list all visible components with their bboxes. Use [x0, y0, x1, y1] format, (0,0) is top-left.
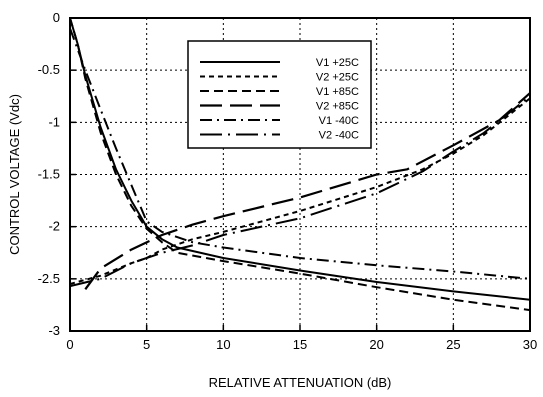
x-axis-ticks: 0 5 10 15 20 25 30	[66, 325, 537, 352]
legend-label: V1 +85C	[316, 86, 359, 98]
y-tick-label: -2.5	[38, 271, 60, 286]
series-line-3	[69, 17, 531, 312]
legend-label: V2 +85C	[316, 101, 359, 113]
legend-label: V1 -40C	[319, 115, 359, 127]
series-line-4	[84, 92, 531, 290]
x-tick-label: 25	[446, 337, 460, 352]
y-tick-label: -3	[48, 323, 60, 338]
legend-label: V2 -40C	[319, 130, 359, 142]
x-tick-label: 30	[523, 337, 537, 352]
series-line-1	[69, 17, 531, 301]
x-tick-label: 5	[143, 337, 150, 352]
y-tick-label: -1.5	[38, 167, 60, 182]
y-axis-title: CONTROL VOLTAGE (Vdc)	[7, 94, 22, 255]
series-line-5	[69, 28, 531, 280]
plot-frame	[69, 17, 531, 332]
x-tick-label: 10	[216, 337, 230, 352]
x-tick-label: 0	[66, 337, 73, 352]
legend: V1 +25C V2 +25C V1 +85C V2 +85C V1 -40C V2 -4…	[187, 40, 372, 149]
y-axis-ticks: 0 -0.5 -1 -1.5 -2 -2.5 -3	[38, 10, 76, 338]
legend-box	[187, 40, 372, 149]
x-tick-label: 15	[293, 337, 307, 352]
series-lines	[69, 17, 531, 312]
series-line-6	[69, 95, 531, 288]
x-axis-title: RELATIVE ATTENUATION (dB)	[209, 375, 392, 390]
x-tick-label: 20	[369, 337, 383, 352]
y-tick-label: -2	[48, 219, 60, 234]
y-tick-label: -0.5	[38, 62, 60, 77]
legend-label: V1 +25C	[316, 57, 359, 69]
y-tick-label: -1	[48, 114, 60, 129]
y-tick-label: 0	[53, 10, 60, 25]
legend-label: V2 +25C	[316, 72, 359, 84]
